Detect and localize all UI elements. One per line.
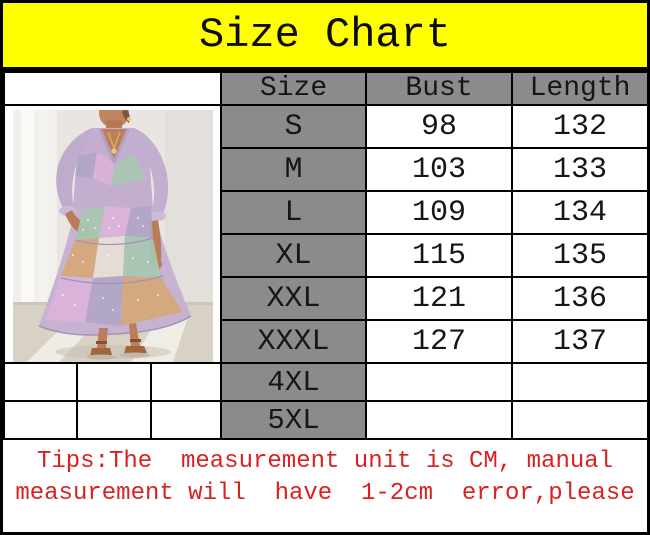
column-header-size: Size (220, 71, 368, 106)
size-cell-l: L (220, 190, 368, 235)
length-cell-xl: 135 (511, 233, 647, 278)
product-photo-cell (3, 104, 223, 364)
table-row-xxxl: XXXL 127 137 (4, 319, 647, 364)
bust-cell-5xl (365, 400, 514, 440)
bust-cell-xxxl: 127 (365, 319, 514, 364)
column-header-length: Length (511, 71, 647, 106)
bust-cell-l: 109 (365, 190, 514, 235)
size-table: Size Bust Length (3, 71, 647, 440)
empty-cell (3, 400, 78, 440)
banner: Size Chart (3, 3, 647, 71)
size-cell-xl: XL (220, 233, 368, 278)
length-cell-5xl (511, 400, 647, 440)
dress-patchwork (44, 152, 183, 326)
table-row-xl: XL 115 135 (4, 233, 647, 278)
table-header-row: Size Bust Length (3, 71, 647, 106)
length-cell-l: 134 (511, 190, 647, 235)
table-row-4xl: 4XL (3, 362, 647, 402)
length-cell-xxxl: 137 (511, 319, 647, 364)
bust-cell-xl: 115 (365, 233, 514, 278)
table-row-s: S 98 132 (3, 104, 647, 364)
bust-cell-4xl (365, 362, 514, 402)
tips-line-2: measurement will have 1-2cm error,please (15, 479, 635, 507)
empty-cell (76, 362, 152, 402)
bust-cell-m: 103 (365, 147, 514, 192)
size-cell-5xl: 5XL (220, 400, 368, 440)
empty-cell (76, 400, 152, 440)
bust-cell-xxl: 121 (365, 276, 514, 321)
table-row-l: L 109 134 (4, 190, 647, 235)
size-cell-s: S (220, 104, 368, 149)
length-cell-m: 133 (511, 147, 647, 192)
size-cell-xxxl: XXXL (220, 319, 368, 364)
tips-note: Tips:The measurement unit is CM, manual … (3, 440, 647, 514)
size-cell-m: M (220, 147, 368, 192)
size-cell-4xl: 4XL (220, 362, 368, 402)
blank-header-cell (3, 71, 223, 106)
size-cell-xxl: XXL (220, 276, 368, 321)
tips-line-1: Tips:The measurement unit is CM, manual (36, 447, 614, 475)
table-row-xxl: XXL 121 136 (4, 276, 647, 321)
bust-cell-s: 98 (365, 104, 514, 149)
length-cell-4xl (511, 362, 647, 402)
model-figure (38, 110, 191, 360)
banner-title: Size Chart (198, 11, 452, 59)
empty-cell (3, 362, 78, 402)
dress-dots (61, 217, 159, 311)
column-header-bust: Bust (365, 71, 514, 106)
table-row-m: M 103 133 (4, 147, 647, 192)
empty-cell (149, 362, 223, 402)
model-photo (12, 110, 213, 361)
empty-cell (149, 400, 223, 440)
table-row-5xl: 5XL (3, 400, 647, 440)
length-cell-xxl: 136 (511, 276, 647, 321)
length-cell-s: 132 (511, 104, 647, 149)
